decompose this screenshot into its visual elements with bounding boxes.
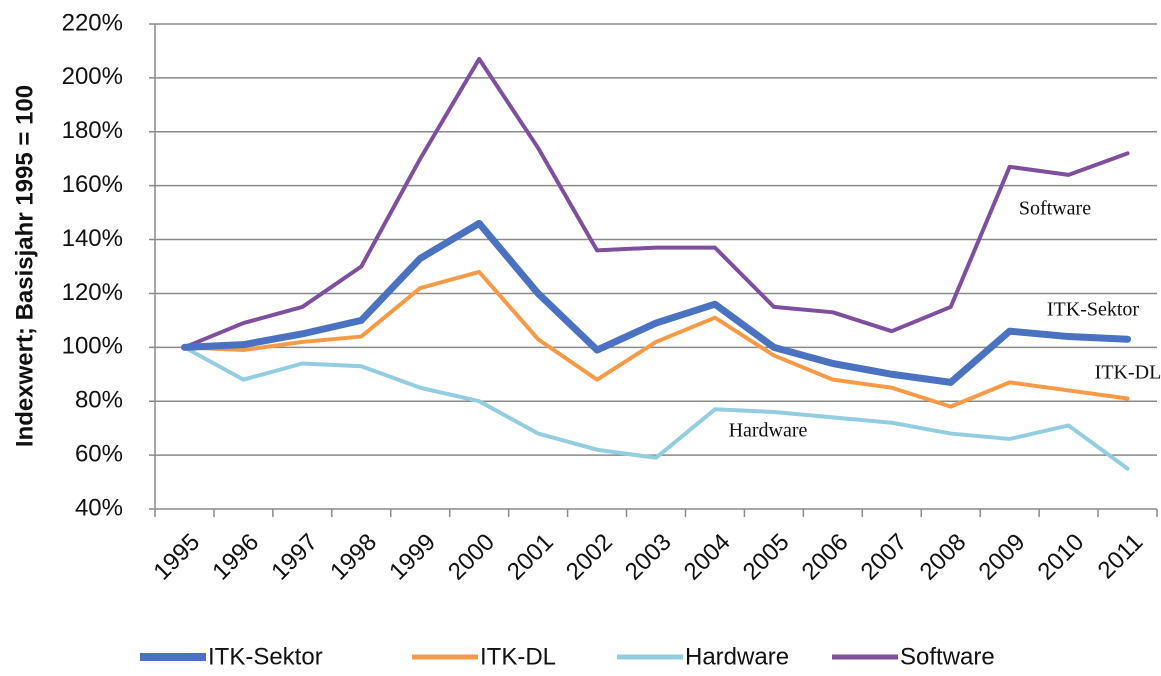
x-tick-label: 2010 — [1032, 529, 1089, 586]
annotation: ITK-DL — [1095, 362, 1161, 384]
legend-label: ITK-DL — [480, 643, 556, 670]
series-line — [182, 345, 1130, 471]
legend-label: ITK-Sektor — [208, 643, 323, 670]
y-tick-label: 180% — [62, 117, 123, 144]
x-tick-label: 2003 — [620, 529, 677, 586]
x-tick-label: 1997 — [266, 529, 323, 586]
x-tick-label: 2001 — [502, 529, 559, 586]
y-tick-label: 160% — [62, 171, 123, 198]
y-tick-label: 200% — [62, 63, 123, 90]
y-tick-label: 60% — [75, 440, 123, 467]
annotation: Software — [1019, 198, 1091, 220]
x-tick-label: 2006 — [797, 529, 854, 586]
x-tick-label: 2007 — [856, 529, 913, 586]
y-tick-label: 80% — [75, 387, 123, 414]
annotation: Hardware — [729, 420, 808, 442]
x-tick-label: 1996 — [207, 529, 264, 586]
y-tick-label: 220% — [62, 9, 123, 36]
x-tick-label: 1999 — [384, 529, 441, 586]
series-line — [182, 57, 1130, 350]
x-tick-label: 2004 — [679, 529, 736, 586]
legend-label: Software — [900, 643, 995, 670]
x-tick-label: 2011 — [1093, 529, 1149, 585]
annotation: ITK-Sektor — [1047, 299, 1140, 321]
x-tick-label: 2002 — [561, 529, 618, 586]
y-tick-label: 40% — [75, 494, 123, 521]
y-tick-label: 140% — [62, 225, 123, 252]
legend-label: Hardware — [685, 643, 789, 670]
x-tick-label: 2009 — [974, 529, 1031, 586]
x-tick-label: 2005 — [738, 529, 795, 586]
series-line — [182, 269, 1130, 409]
x-tick-label: 2000 — [443, 529, 500, 586]
y-axis-label: Indexwert; Basisjahr 1995 = 100 — [11, 85, 38, 447]
y-tick-label: 120% — [62, 279, 123, 306]
y-tick-label: 100% — [62, 333, 123, 360]
x-tick-label: 1995 — [148, 529, 205, 586]
x-tick-label: 2008 — [915, 529, 972, 586]
series-line — [180, 219, 1132, 386]
x-tick-label: 1998 — [325, 529, 382, 586]
